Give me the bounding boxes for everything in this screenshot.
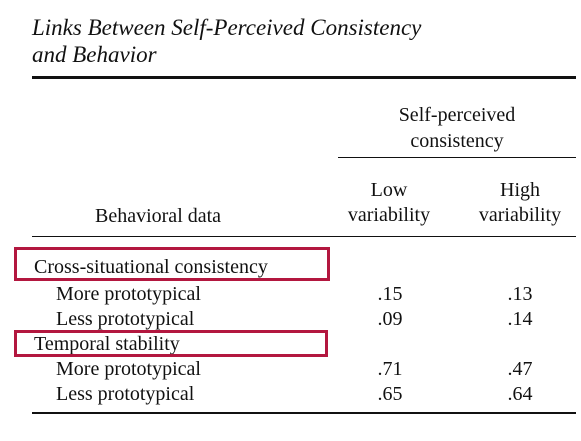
cell-low-variability: .15 (377, 283, 403, 305)
stub-header: Behavioral data (95, 205, 222, 227)
table-title-line-2: and Behavior (32, 42, 157, 67)
cell-high-variability: .13 (507, 283, 533, 305)
header-rule (32, 236, 576, 237)
top-rule (32, 76, 576, 79)
table-title: Links Between Self-Perceived Consistency… (32, 14, 572, 68)
column-header-low-line-2: variability (347, 204, 431, 226)
cell-low-variability: .71 (377, 358, 403, 380)
row-label: Less prototypical (56, 308, 195, 330)
column-header-high-line-2: variability (478, 204, 562, 226)
column-header-high-variability: High variability (462, 178, 578, 228)
group-label-cross-situational: Cross-situational consistency (34, 256, 268, 278)
spanner-header-line-1: Self-perceived (398, 104, 516, 126)
highlight-box-cross-situational (14, 247, 330, 281)
highlight-box-temporal-stability (14, 330, 328, 357)
spanner-header-line-2: consistency (410, 130, 504, 152)
row-label: More prototypical (56, 283, 201, 305)
spanner-header: Self-perceived consistency (338, 102, 576, 154)
spanner-rule (338, 157, 576, 158)
cell-high-variability: .47 (507, 358, 533, 380)
cell-low-variability: .09 (377, 308, 403, 330)
table-title-line-1: Links Between Self-Perceived Consistency (32, 15, 422, 40)
column-header-low-line-1: Low (370, 179, 408, 201)
row-label: Less prototypical (56, 383, 195, 405)
cell-high-variability: .14 (507, 308, 533, 330)
cell-low-variability: .65 (377, 383, 403, 405)
cell-high-variability: .64 (507, 383, 533, 405)
column-header-high-line-1: High (500, 179, 540, 201)
column-header-low-variability: Low variability (334, 178, 444, 228)
row-label: More prototypical (56, 358, 201, 380)
bottom-rule (32, 412, 576, 414)
group-label-temporal-stability: Temporal stability (34, 333, 180, 355)
